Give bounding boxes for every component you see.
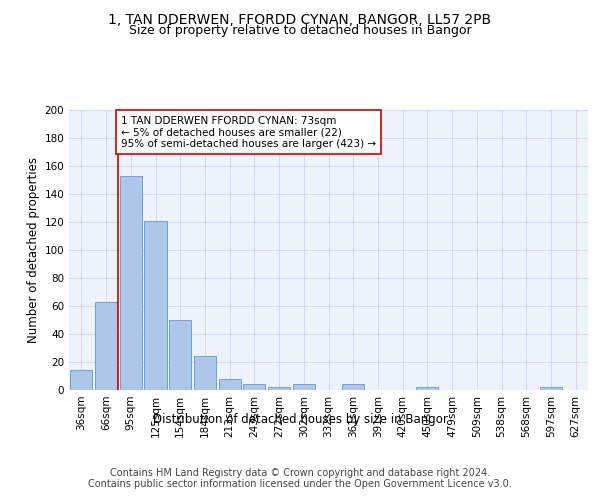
- Bar: [95, 302, 117, 390]
- Y-axis label: Number of detached properties: Number of detached properties: [27, 157, 40, 343]
- Bar: [218, 379, 241, 390]
- Bar: [169, 320, 191, 390]
- Bar: [416, 387, 439, 390]
- Text: Size of property relative to detached houses in Bangor: Size of property relative to detached ho…: [128, 24, 472, 37]
- Bar: [268, 387, 290, 390]
- Text: 1 TAN DDERWEN FFORDD CYNAN: 73sqm
← 5% of detached houses are smaller (22)
95% o: 1 TAN DDERWEN FFORDD CYNAN: 73sqm ← 5% o…: [121, 116, 376, 149]
- Bar: [119, 176, 142, 390]
- Text: Distribution of detached houses by size in Bangor: Distribution of detached houses by size …: [152, 412, 448, 426]
- Bar: [70, 370, 92, 390]
- Bar: [293, 384, 315, 390]
- Bar: [342, 384, 364, 390]
- Bar: [243, 384, 265, 390]
- Text: 1, TAN DDERWEN, FFORDD CYNAN, BANGOR, LL57 2PB: 1, TAN DDERWEN, FFORDD CYNAN, BANGOR, LL…: [109, 12, 491, 26]
- Bar: [145, 220, 167, 390]
- Bar: [194, 356, 216, 390]
- Text: Contains HM Land Registry data © Crown copyright and database right 2024.
Contai: Contains HM Land Registry data © Crown c…: [88, 468, 512, 489]
- Bar: [540, 387, 562, 390]
